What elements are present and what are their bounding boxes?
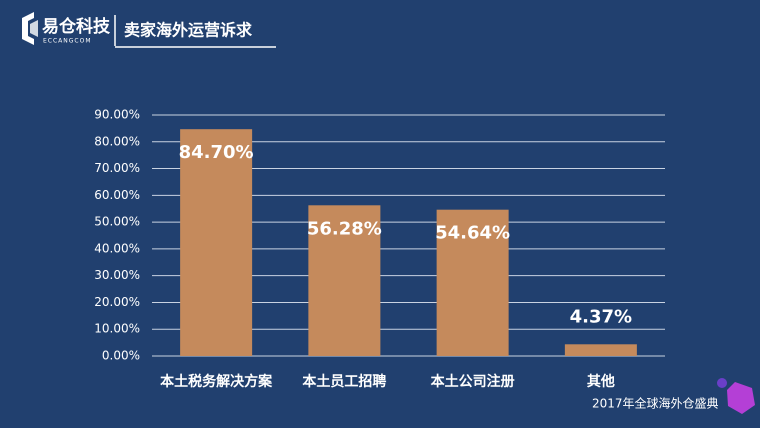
- slide-title: 卖家海外运营诉求: [124, 21, 253, 40]
- x-tick-label: 其他: [587, 373, 615, 390]
- bar: [564, 344, 637, 356]
- y-tick-label: 0.00%: [102, 349, 140, 363]
- y-tick-label: 20.00%: [94, 295, 140, 309]
- logo-text: 易仓科技: [42, 16, 111, 37]
- x-tick-label: 本土税务解决方案: [160, 373, 273, 390]
- logo: 易仓科技 ECCANGCOM: [22, 12, 111, 45]
- data-label: 84.70%: [179, 142, 254, 163]
- y-tick-label: 70.00%: [94, 161, 140, 175]
- y-tick-label: 60.00%: [94, 188, 140, 202]
- y-tick-label: 40.00%: [94, 241, 140, 255]
- decor-gem: [727, 382, 755, 414]
- y-tick-label: 50.00%: [94, 215, 140, 229]
- logo-subtext: ECCANGCOM: [43, 38, 92, 45]
- footer: 2017年全球海外仓盛典: [592, 396, 719, 411]
- y-tick-label: 30.00%: [94, 268, 140, 282]
- y-tick-label: 90.00%: [94, 108, 140, 122]
- data-label: 56.28%: [307, 218, 382, 239]
- y-tick-label: 80.00%: [94, 134, 140, 148]
- logo-icon: [22, 12, 34, 45]
- decor-dot: [717, 378, 727, 388]
- x-tick-label: 本土员工招聘: [302, 373, 386, 390]
- data-label: 54.64%: [435, 223, 510, 244]
- y-tick-label: 10.00%: [94, 322, 140, 336]
- bar: [180, 129, 253, 356]
- data-label: 4.37%: [570, 306, 632, 327]
- logo-icon: [30, 20, 38, 37]
- x-tick-label: 本土公司注册: [431, 373, 515, 390]
- bar: [308, 205, 381, 356]
- bar: [436, 209, 509, 356]
